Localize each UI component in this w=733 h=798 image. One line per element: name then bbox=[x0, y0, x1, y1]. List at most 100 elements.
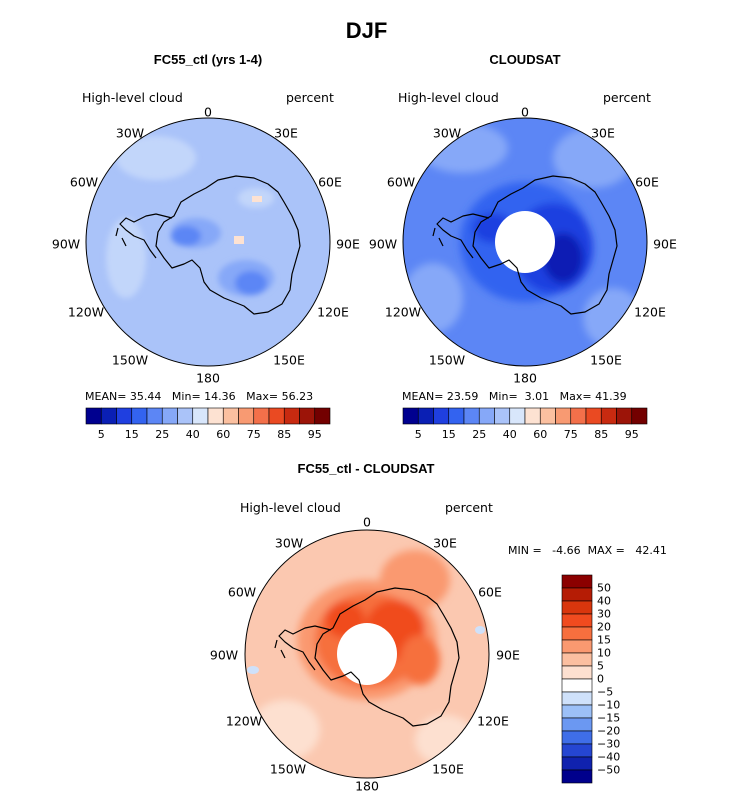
colorbar-tick-label: 85 bbox=[277, 428, 292, 441]
colorbar-tick-label: 60 bbox=[533, 428, 548, 441]
colorbar-tick-label: 5 bbox=[597, 659, 604, 673]
panel-units-left: percent bbox=[286, 90, 334, 105]
stats-left: MEAN= 35.44 Min= 14.36 Max= 56.23 bbox=[85, 390, 314, 403]
colorbar-tick-label: 75 bbox=[563, 428, 578, 441]
colorbar-swatch bbox=[616, 407, 633, 425]
lon-label-right-90e: 90E bbox=[653, 236, 677, 252]
stat-max-left: 56.23 bbox=[281, 390, 314, 403]
lon-label-diff-120w: 120W bbox=[225, 713, 263, 729]
lon-label-right-150w: 150W bbox=[428, 352, 466, 368]
colorbar-tick-label: −10 bbox=[597, 698, 621, 712]
colorbar-swatch bbox=[555, 407, 572, 425]
colorbar-swatch bbox=[116, 407, 133, 425]
colorbar-tick-label: 0 bbox=[597, 672, 604, 686]
colorbar-tick-label: −50 bbox=[597, 763, 621, 777]
panel-units-diff: percent bbox=[445, 500, 493, 515]
panel-units-right: percent bbox=[603, 90, 651, 105]
colorbar-swatch bbox=[600, 407, 617, 425]
colorbar-swatch bbox=[283, 407, 300, 425]
polar-map-diff bbox=[244, 529, 490, 779]
colorbar-swatch bbox=[561, 678, 593, 693]
colorbar-swatch bbox=[561, 587, 593, 602]
lon-label-diff-30w: 30W bbox=[274, 535, 304, 551]
lon-label-right-180: 180 bbox=[513, 370, 537, 386]
lon-label-diff-60w: 60W bbox=[227, 584, 257, 600]
colorbar-tick-label: 95 bbox=[624, 428, 639, 441]
lon-label-left-60e: 60E bbox=[318, 174, 342, 190]
colorbar-swatch bbox=[207, 407, 224, 425]
colorbar-tick-label: 10 bbox=[597, 646, 611, 660]
colorbar-left bbox=[85, 407, 331, 429]
lon-label-diff-120e: 120E bbox=[477, 713, 509, 729]
lon-label-right-0: 0 bbox=[521, 104, 529, 120]
colorbar-swatch bbox=[417, 407, 434, 425]
figure-title: DJF bbox=[345, 18, 388, 43]
polar-map-right bbox=[402, 117, 648, 367]
colorbar-swatch bbox=[561, 574, 593, 589]
lon-label-right-60w: 60W bbox=[386, 174, 416, 190]
colorbar-tick-label: 60 bbox=[216, 428, 231, 441]
lon-label-right-90w: 90W bbox=[368, 236, 398, 252]
colorbar-swatch bbox=[561, 769, 593, 784]
colorbar-swatch bbox=[561, 652, 593, 667]
lon-label-left-30w: 30W bbox=[115, 125, 145, 141]
lon-label-left-90w: 90W bbox=[51, 236, 81, 252]
colorbar-swatch bbox=[463, 407, 480, 425]
colorbar-tick-label: 85 bbox=[594, 428, 609, 441]
colorbar-swatch bbox=[561, 704, 593, 719]
colorbar-swatch bbox=[585, 407, 602, 425]
colorbar-tick-label: 15 bbox=[441, 428, 456, 441]
lon-label-right-150e: 150E bbox=[590, 352, 622, 368]
colorbar-swatch bbox=[561, 600, 593, 615]
colorbar-diff bbox=[561, 574, 593, 788]
lon-label-diff-30e: 30E bbox=[433, 535, 457, 551]
panel-title-diff: FC55_ctl - CLOUDSAT bbox=[297, 461, 435, 476]
polar-map-left bbox=[85, 117, 331, 367]
colorbar-swatch bbox=[85, 407, 102, 425]
colorbar-tick-label: 5 bbox=[414, 428, 422, 441]
colorbar-tick-label: −20 bbox=[597, 724, 621, 738]
colorbar-swatch bbox=[561, 665, 593, 680]
colorbar-swatch bbox=[509, 407, 526, 425]
lon-label-left-150w: 150W bbox=[111, 352, 149, 368]
colorbar-tick-label: 25 bbox=[155, 428, 170, 441]
colorbar-swatch bbox=[299, 407, 316, 425]
stats-diff: MIN = -4.66 MAX = 42.41 bbox=[508, 544, 667, 557]
lon-label-diff-90e: 90E bbox=[496, 647, 520, 663]
colorbar-tick-label: 15 bbox=[124, 428, 139, 441]
colorbar-swatch bbox=[146, 407, 163, 425]
stat-mean-right: 23.59 bbox=[446, 390, 479, 403]
colorbar-tick-label: −40 bbox=[597, 750, 621, 764]
colorbar-tick-label: −30 bbox=[597, 737, 621, 751]
lon-label-diff-90w: 90W bbox=[209, 647, 239, 663]
lon-label-right-60e: 60E bbox=[635, 174, 659, 190]
stat-min-left: 14.36 bbox=[204, 390, 236, 403]
panel-variable-left: High-level cloud bbox=[82, 90, 183, 105]
panel-title-right: CLOUDSAT bbox=[489, 52, 561, 67]
colorbar-swatch bbox=[433, 407, 450, 425]
colorbar-swatch bbox=[131, 407, 148, 425]
lon-label-left-180: 180 bbox=[196, 370, 220, 386]
lon-label-left-60w: 60W bbox=[69, 174, 99, 190]
stat-max-right: 41.39 bbox=[595, 390, 627, 403]
lon-label-right-120e: 120E bbox=[634, 304, 666, 320]
colorbar-tick-label: 5 bbox=[97, 428, 105, 441]
colorbar-tick-label: 20 bbox=[597, 620, 611, 634]
lon-label-diff-60e: 60E bbox=[478, 584, 502, 600]
colorbar-swatch bbox=[448, 407, 465, 425]
lon-label-right-30w: 30W bbox=[432, 125, 462, 141]
lon-label-left-120w: 120W bbox=[67, 304, 105, 320]
colorbar-swatch bbox=[561, 613, 593, 628]
colorbar-tick-label: 50 bbox=[597, 581, 611, 595]
lon-label-left-30e: 30E bbox=[274, 125, 298, 141]
colorbar-right-ticks: 5 15 25 40 60 75 85 95 bbox=[403, 428, 647, 442]
colorbar-tick-label: −15 bbox=[597, 711, 621, 725]
colorbar-swatch bbox=[631, 407, 648, 425]
colorbar-swatch bbox=[238, 407, 255, 425]
colorbar-tick-label: 30 bbox=[597, 607, 611, 621]
colorbar-swatch bbox=[402, 407, 419, 425]
colorbar-swatch bbox=[268, 407, 285, 425]
panel-variable-right: High-level cloud bbox=[398, 90, 499, 105]
stat-mean-left: 35.44 bbox=[129, 390, 162, 403]
lon-label-diff-150e: 150E bbox=[432, 761, 464, 777]
